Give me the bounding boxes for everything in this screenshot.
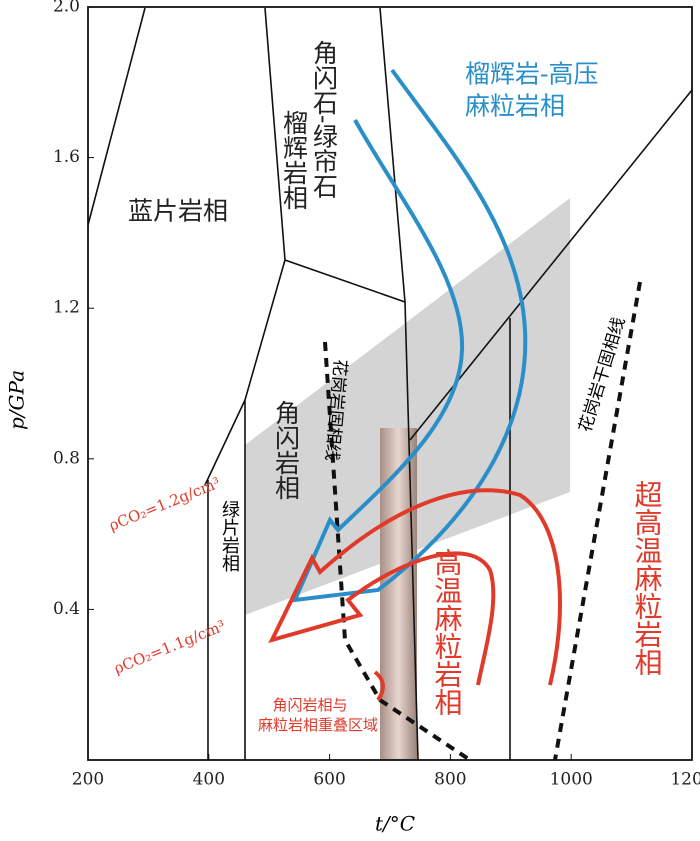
facies-label: 蓝片岩相 bbox=[128, 197, 228, 226]
red-paths bbox=[268, 488, 562, 702]
x-tick-label: 1000 bbox=[550, 770, 593, 790]
annotation: 麻粒岩相重叠区域 bbox=[258, 716, 378, 734]
y-tick-label: 0.8 bbox=[53, 448, 80, 468]
dry-solidus-line bbox=[553, 281, 642, 761]
facies-label: 绿片岩相 bbox=[219, 500, 240, 572]
wet-solidus-line bbox=[323, 341, 472, 762]
x-tick-label: 600 bbox=[313, 770, 345, 790]
annotation: ρCO₂=1.1g/cm³ bbox=[111, 617, 227, 678]
y-tick-label: 2.0 bbox=[53, 0, 80, 17]
y-axis-label: p/GPa bbox=[5, 370, 29, 430]
y-tick-label: 1.6 bbox=[53, 147, 80, 167]
x-axis-label: t/°C bbox=[375, 812, 415, 836]
plot-frame bbox=[87, 6, 693, 761]
facies-boundaries bbox=[87, 7, 693, 761]
x-tick-label: 400 bbox=[193, 770, 225, 790]
facies-label: 超高温麻粒岩相 bbox=[631, 480, 664, 676]
annotation: ρCO₂=1.2g/cm³ bbox=[106, 474, 222, 535]
x-tick-label: 200 bbox=[72, 770, 104, 790]
facies-label: 角闪石-绿帘石 bbox=[310, 40, 339, 198]
annotation: 角闪岩相与 bbox=[272, 696, 347, 714]
facies-label: 高温麻粒岩相 bbox=[431, 548, 464, 716]
annotation: 花岗岩干固相线 bbox=[576, 315, 630, 435]
facies-label: 麻粒岩相 bbox=[465, 92, 565, 121]
facies-label: 榴辉岩-高压 bbox=[465, 60, 598, 89]
blue-paths bbox=[291, 68, 528, 603]
x-tick-label: 800 bbox=[434, 770, 466, 790]
facies-label: 榴辉岩相 bbox=[280, 110, 309, 210]
y-tick-label: 1.2 bbox=[53, 298, 80, 318]
facies-label: 角闪岩相 bbox=[272, 400, 301, 500]
y-tick-label: 0.4 bbox=[53, 599, 80, 619]
